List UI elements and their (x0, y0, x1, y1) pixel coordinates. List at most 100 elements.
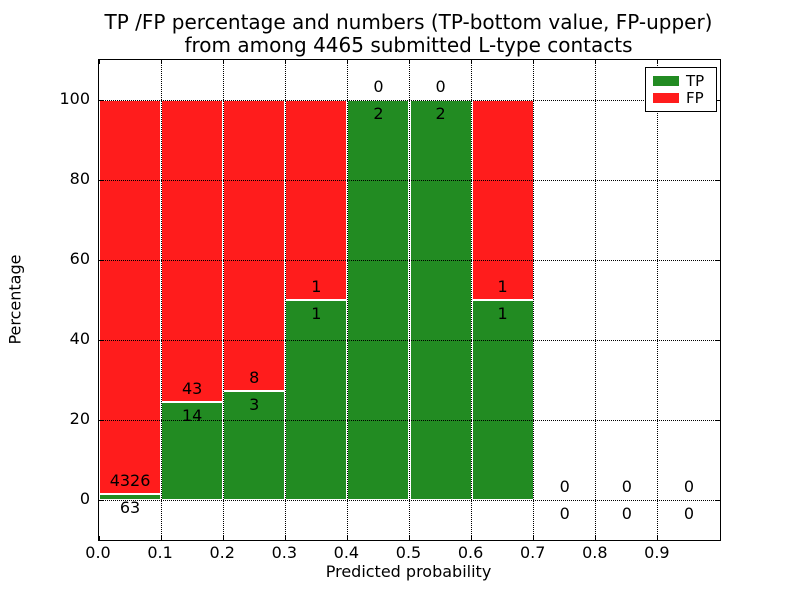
tp-count-label: 2 (435, 104, 446, 123)
y-axis-label: Percentage (5, 254, 25, 345)
bar-segment-fp (471, 100, 534, 300)
gridline-vertical (346, 60, 348, 540)
gridline-vertical (471, 60, 473, 540)
y-tick-mark (716, 259, 720, 261)
y-tick-label: 80 (69, 169, 90, 188)
tp-count-label: 14 (181, 405, 203, 425)
y-tick-mark (99, 99, 103, 101)
x-tick-mark (595, 60, 597, 64)
gridline-vertical (284, 60, 286, 540)
gridline-vertical (409, 60, 410, 540)
tp-count-label: 3 (249, 394, 260, 414)
x-tick-mark (409, 536, 410, 540)
fp-count-label: 4326 (109, 471, 151, 491)
x-tick-label: 0.2 (209, 543, 235, 562)
bar-segment-tp (223, 390, 286, 500)
tp-count-label: 0 (683, 504, 695, 523)
fp-count-label: 1 (497, 277, 508, 296)
x-tick-label: 0.5 (395, 543, 422, 562)
y-tick-label: 100 (59, 89, 90, 108)
x-tick-mark (533, 536, 535, 540)
x-tick-label: 0.8 (582, 543, 608, 562)
fp-count-label: 43 (181, 378, 203, 398)
fp-count-label: 1 (311, 277, 322, 296)
x-tick-mark (222, 60, 224, 64)
x-tick-mark (595, 536, 597, 540)
y-tick-label: 40 (69, 329, 90, 348)
x-tick-mark (533, 60, 535, 64)
tp-color-swatch (653, 76, 679, 86)
x-tick-mark (98, 60, 100, 64)
y-tick-mark (99, 339, 103, 341)
chart-title-line2: from among 4465 submitted L-type contact… (184, 33, 633, 57)
x-tick-mark (657, 536, 659, 540)
legend-label-fp: FP (686, 88, 704, 107)
bar-segment-fp (285, 100, 348, 300)
plot-area: 4326 63 43 14 8 3 1 1 0 2 0 2 1 1 0 0 0 0 0 0 (98, 59, 721, 541)
legend-label-tp: TP (686, 71, 705, 90)
tp-count-label: 1 (497, 304, 508, 323)
x-tick-mark (657, 60, 659, 64)
bar-segment-tp (161, 401, 224, 500)
y-tick-mark (99, 259, 103, 261)
fp-count-label: 8 (249, 367, 260, 387)
tp-count-label: 1 (311, 304, 322, 323)
x-tick-label: 0.6 (457, 543, 484, 562)
chart-title-line1: TP /FP percentage and numbers (TP-bottom… (104, 10, 713, 34)
y-tick-label: 0 (79, 489, 90, 508)
fp-count-label: 0 (559, 477, 570, 496)
x-tick-mark (409, 60, 410, 64)
bar-segment-tp (471, 300, 534, 500)
fp-count-label: 0 (435, 77, 446, 96)
x-tick-mark (284, 60, 286, 64)
x-tick-label: 0.7 (519, 543, 546, 562)
x-tick-mark (160, 536, 162, 540)
gridline-vertical (533, 60, 535, 540)
x-tick-label: 0.9 (644, 543, 670, 562)
x-tick-mark (284, 536, 286, 540)
bar-segment-tp (347, 100, 410, 500)
x-tick-mark (346, 60, 348, 64)
x-tick-mark (160, 60, 162, 64)
y-tick-label: 20 (69, 409, 90, 428)
x-tick-mark (98, 536, 100, 540)
y-tick-label: 60 (69, 249, 90, 268)
x-tick-label: 0.1 (147, 543, 173, 562)
bar-segment-fp (99, 100, 162, 495)
gridline-vertical (222, 60, 224, 540)
tp-count-label: 2 (373, 104, 384, 123)
tp-count-label: 63 (119, 498, 141, 518)
legend-item-tp: TP (653, 71, 716, 90)
x-tick-label: 0.0 (85, 543, 111, 562)
x-tick-mark (346, 536, 348, 540)
y-tick-mark (716, 339, 720, 341)
y-tick-mark (716, 419, 720, 421)
x-tick-mark (222, 536, 224, 540)
x-tick-label: 0.3 (271, 543, 298, 562)
fp-count-label: 0 (683, 477, 695, 496)
y-tick-mark (99, 419, 103, 421)
y-tick-mark (716, 99, 720, 101)
x-tick-mark (471, 536, 473, 540)
legend: TP FP (645, 67, 717, 112)
fp-count-label: 0 (621, 477, 632, 496)
y-tick-mark (99, 179, 103, 181)
legend-item-fp: FP (653, 88, 716, 107)
tp-count-label: 0 (559, 504, 570, 523)
x-axis-label: Predicted probability (325, 562, 492, 581)
fp-color-swatch (653, 93, 679, 103)
fp-count-label: 0 (373, 77, 384, 96)
bar-segment-tp (409, 100, 472, 500)
bar-segment-fp (223, 100, 286, 391)
gridline-vertical (160, 60, 162, 540)
y-tick-mark (99, 499, 103, 501)
y-tick-mark (716, 179, 720, 181)
bar-segment-tp (285, 300, 348, 500)
gridline-vertical (657, 60, 659, 540)
y-tick-mark (716, 499, 720, 501)
chart-title: TP /FP percentage and numbers (TP-bottom… (98, 11, 719, 57)
x-tick-label: 0.4 (333, 543, 360, 562)
x-tick-mark (471, 60, 473, 64)
tp-count-label: 0 (621, 504, 632, 523)
